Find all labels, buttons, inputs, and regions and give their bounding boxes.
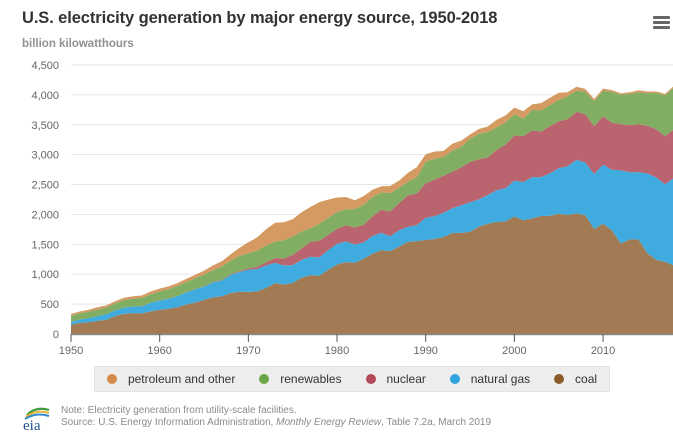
x-tick-label: 1970 <box>236 345 260 357</box>
x-tick-label: 2000 <box>502 345 526 357</box>
x-tick-label: 1950 <box>59 345 83 357</box>
hamburger-menu-icon[interactable] <box>653 16 670 30</box>
area-coal[interactable] <box>71 213 673 335</box>
y-tick-label: 3,000 <box>31 150 59 162</box>
legend-label: coal <box>575 372 598 386</box>
y-tick-label: 2,000 <box>31 209 59 221</box>
y-tick-label: 2,500 <box>31 180 59 192</box>
y-tick-label: 4,000 <box>31 90 59 102</box>
legend-label: petroleum and other <box>127 372 236 386</box>
y-tick-label: 1,000 <box>31 269 59 281</box>
legend-item-nuclear[interactable]: nuclear <box>365 372 426 386</box>
source-publication: Monthly Energy Review <box>276 417 382 428</box>
chart-canvas: 0 500 1,000 1,500 2,000 2,500 3,000 3,500 4,000 4… <box>31 60 673 357</box>
area-renewables[interactable] <box>71 87 673 322</box>
legend-label: natural gas <box>470 372 531 386</box>
legend-marker-petroleum <box>106 374 117 384</box>
area-natural-gas[interactable] <box>71 159 673 325</box>
y-axis-ticks: 0 500 1,000 1,500 2,000 2,500 3,000 3,500 4,000 4… <box>31 60 59 341</box>
y-tick-label: 1,500 <box>31 239 59 251</box>
y-tick-label: 500 <box>41 299 59 311</box>
eia-logo-text: eia <box>23 418 41 431</box>
legend-label: renewables <box>280 372 342 386</box>
legend-item-petroleum[interactable]: petroleum and other <box>106 372 236 386</box>
legend-label: nuclear <box>386 372 426 386</box>
y-tick-label: 4,500 <box>31 60 59 72</box>
legend-item-renewables[interactable]: renewables <box>259 372 342 386</box>
y-axis-unit-label: billion kilowatthours <box>22 38 134 50</box>
legend-item-natural-gas[interactable]: natural gas <box>449 372 531 386</box>
legend-marker-nuclear <box>365 374 376 384</box>
source-text: Source: U.S. Energy Information Administ… <box>61 417 492 428</box>
area-nuclear[interactable] <box>71 111 673 322</box>
legend-marker-coal <box>554 374 565 384</box>
chart-footnote: Note: Electricity generation from utilit… <box>61 405 491 429</box>
x-tick-label: 1990 <box>413 345 437 357</box>
x-tick-label: 1960 <box>147 345 171 357</box>
chart-legend: petroleum and other renewables nuclear n… <box>94 366 610 392</box>
chart-title: U.S. electricity generation by major ene… <box>22 9 498 27</box>
x-axis: 1950 1960 1970 1980 1990 2000 2010 <box>59 333 673 357</box>
y-tick-label: 3,500 <box>31 120 59 132</box>
legend-item-coal[interactable]: coal <box>554 372 597 386</box>
stacked-areas <box>71 86 673 334</box>
x-tick-label: 2010 <box>591 345 615 357</box>
legend-marker-renewables <box>259 374 270 384</box>
note-text: Note: Electricity generation from utilit… <box>61 405 297 416</box>
legend-marker-natural-gas <box>449 374 460 384</box>
y-tick-label: 0 <box>53 329 59 341</box>
x-tick-label: 1980 <box>325 345 349 357</box>
eia-logo: eia <box>23 407 50 431</box>
